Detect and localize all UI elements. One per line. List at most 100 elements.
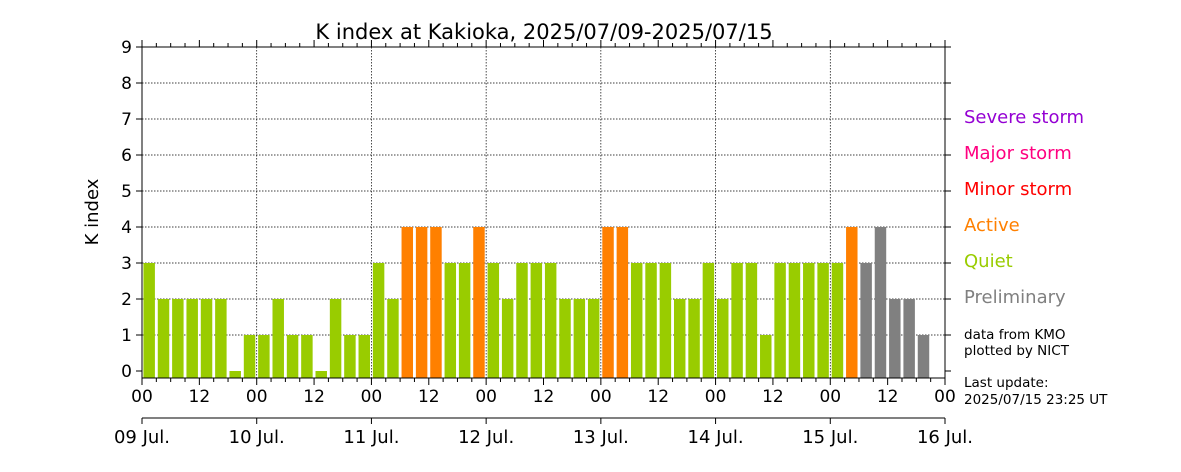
x-tick-label: 12	[647, 387, 669, 407]
k-bar	[487, 263, 500, 378]
k-bar	[602, 227, 614, 378]
k-bar	[358, 335, 370, 378]
k-bar	[903, 299, 915, 378]
day-label: 10 Jul.	[229, 427, 285, 448]
k-bar	[659, 263, 672, 378]
x-tick-label: 00	[590, 387, 612, 407]
k-bar	[717, 299, 729, 378]
k-bar	[501, 299, 514, 378]
x-tick-label: 12	[418, 387, 440, 407]
x-tick-label: 00	[934, 387, 956, 407]
x-tick-label: 00	[246, 387, 268, 407]
k-bar	[157, 299, 170, 378]
k-bar	[186, 299, 198, 378]
k-bar	[731, 263, 743, 378]
x-tick-label: 00	[361, 387, 383, 407]
k-bar	[258, 335, 270, 378]
legend-entry: Preliminary	[964, 287, 1066, 308]
y-tick-label: 8	[121, 74, 132, 94]
k-bar	[286, 335, 299, 378]
update-timestamp: 2025/07/15 23:25 UT	[964, 392, 1108, 408]
k-bar	[329, 299, 342, 378]
k-bar	[372, 263, 385, 378]
y-tick-label: 0	[121, 362, 132, 382]
k-bar	[630, 263, 643, 378]
y-tick-label: 1	[121, 326, 132, 346]
day-label: 13 Jul.	[573, 427, 629, 448]
y-tick-label: 7	[121, 110, 132, 130]
k-bar	[229, 371, 241, 378]
y-tick-label: 9	[121, 38, 132, 58]
k-bar	[788, 263, 801, 378]
axes	[136, 40, 951, 424]
legend-entry: Severe storm	[964, 107, 1084, 128]
y-axis-label: K index	[82, 178, 103, 245]
k-bar	[143, 263, 155, 378]
k-bar	[846, 227, 858, 378]
k-bar	[917, 335, 930, 378]
k-bar	[200, 299, 213, 378]
x-tick-label: 12	[303, 387, 325, 407]
k-bar	[817, 263, 829, 378]
day-label: 12 Jul.	[458, 427, 514, 448]
k-bar	[458, 263, 471, 378]
k-bar	[760, 335, 772, 378]
k-bar	[587, 299, 600, 378]
legend-entry: Quiet	[964, 251, 1013, 272]
k-bar	[702, 263, 715, 378]
x-tick-label: 00	[131, 387, 153, 407]
k-bar	[616, 227, 629, 378]
k-bar	[745, 263, 758, 378]
y-tick-label: 4	[121, 218, 132, 238]
k-bar	[415, 227, 428, 378]
x-tick-label: 12	[877, 387, 899, 407]
x-tick-label: 12	[762, 387, 784, 407]
update-label: Last update:	[964, 375, 1049, 391]
legend-entry: Minor storm	[964, 179, 1072, 200]
legend-entry: Major storm	[964, 143, 1072, 164]
k-bar	[272, 299, 284, 378]
y-tick-label: 3	[121, 254, 132, 274]
k-bar	[860, 263, 872, 378]
k-bar	[172, 299, 184, 378]
k-bar	[344, 335, 356, 378]
k-bar	[573, 299, 586, 378]
k-bar	[559, 299, 571, 378]
source-note: data from KMO	[964, 327, 1066, 343]
legend-entry: Active	[964, 215, 1020, 236]
x-tick-label: 00	[819, 387, 841, 407]
k-bar	[215, 299, 227, 378]
day-label: 16 Jul.	[917, 427, 973, 448]
k-bar	[430, 227, 442, 378]
bars	[143, 227, 930, 378]
y-tick-label: 5	[121, 182, 132, 202]
notes: data from KMO plotted by NICT Last updat…	[964, 327, 1108, 408]
k-bar	[673, 299, 686, 378]
k-bar	[444, 263, 457, 378]
plotter-note: plotted by NICT	[964, 343, 1070, 359]
legend: Severe storm Major storm Minor storm Active…	[964, 107, 1084, 308]
day-label: 09 Jul.	[114, 427, 170, 448]
k-bar	[387, 299, 399, 378]
k-bar	[315, 371, 327, 378]
day-label: 11 Jul.	[343, 427, 399, 448]
x-tick-label: 00	[475, 387, 497, 407]
k-bar	[530, 263, 543, 378]
y-tick-label: 2	[121, 290, 132, 310]
k-bar	[889, 299, 901, 378]
k-bar	[544, 263, 557, 378]
x-tick-label: 12	[533, 387, 555, 407]
k-bar	[831, 263, 844, 378]
k-bar	[688, 299, 700, 378]
k-bar	[874, 227, 887, 378]
k-bar	[516, 263, 528, 378]
x-tick-label: 12	[189, 387, 211, 407]
k-bar	[473, 227, 485, 378]
k-bar	[774, 263, 786, 378]
x-tick-label: 00	[705, 387, 727, 407]
k-bar	[401, 227, 414, 378]
k-bar	[645, 263, 657, 378]
k-bar	[301, 335, 313, 378]
